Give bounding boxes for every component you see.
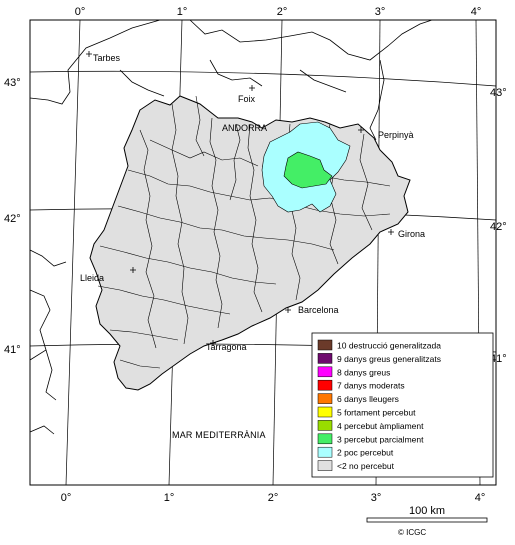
legend-swatch-5 (317, 406, 333, 418)
legend-label-2: 8 danys greus (337, 367, 390, 377)
legend-swatch-0 (317, 339, 333, 351)
lon-label-bottom-2: 2° (268, 492, 279, 504)
label-andorra: ANDORRA (222, 123, 267, 133)
foix-marker (249, 85, 255, 91)
legend-swatch-1 (317, 353, 333, 364)
legend-swatch-2 (317, 366, 333, 378)
legend-label-3: 7 danys moderats (337, 381, 405, 391)
label-tarbes: Tarbes (93, 53, 121, 63)
label-sea: MAR MEDITERRÀNIA (172, 430, 266, 440)
lat-label-right-41: 41° (490, 353, 507, 365)
label-barcelona: Barcelona (298, 305, 339, 315)
intensity-3-zone (283, 151, 333, 189)
label-perpinya: Perpinyà (378, 130, 414, 140)
label-girona: Girona (398, 229, 425, 239)
legend-swatch-4 (317, 393, 333, 404)
legend-label-0: 10 destrucció generalitzada (337, 341, 441, 351)
lon-label-bottom-3: 3° (371, 492, 382, 504)
lon-label-top-1: 1° (177, 6, 188, 18)
legend-label-8: 2 poc percebut (337, 448, 394, 458)
legend-label-5: 5 fortament percebut (337, 408, 416, 418)
lon-label-bottom-1: 1° (164, 492, 175, 504)
scale-bar-line (366, 517, 488, 523)
label-lleida: Lleida (80, 273, 104, 283)
legend-label-6: 4 percebut àmpliament (337, 421, 424, 431)
legend-swatch-6 (317, 420, 333, 431)
legend-swatch-8 (317, 446, 333, 458)
lon-label-bottom-4: 4° (475, 492, 486, 504)
barcelona-marker (285, 307, 291, 313)
legend-swatch-3 (317, 379, 333, 391)
tarragona-marker (210, 340, 216, 346)
legend-swatch-7 (317, 433, 333, 445)
perpinya-marker (358, 127, 364, 133)
label-foix: Foix (238, 94, 256, 104)
lon-label-bottom-0: 0° (61, 492, 72, 504)
lon-label-top-3: 3° (375, 6, 386, 18)
lleida-marker (130, 267, 136, 273)
legend-label-4: 6 danys lleugers (337, 394, 399, 404)
lat-label-left-42: 42° (4, 213, 21, 225)
scale-label: 100 km (409, 505, 445, 517)
legend-swatch-9 (317, 460, 333, 471)
copyright: © ICGC (398, 528, 426, 537)
lon-label-top-2: 2° (277, 6, 288, 18)
legend-label-1: 9 danys greus generalitzats (337, 354, 441, 364)
girona-marker (388, 229, 394, 235)
legend-items: 10 destrucció generalitzada 9 danys greus… (317, 339, 441, 471)
coastline (29, 19, 433, 435)
city-markers (86, 51, 394, 346)
lat-label-left-41: 41° (4, 344, 21, 356)
scale-bar: 100 km (366, 505, 488, 523)
lon-label-top-4: 4° (471, 6, 482, 18)
lon-label-top-0: 0° (75, 6, 86, 18)
tarbes-marker (86, 51, 92, 57)
lat-label-right-43: 43° (490, 87, 507, 99)
label-tarragona: Tarragona (206, 342, 247, 352)
legend-label-7: 3 percebut parcialment (337, 434, 424, 444)
lat-label-left-43: 43° (4, 77, 21, 89)
lat-label-right-42: 42° (490, 221, 507, 233)
legend-label-9: <2 no percebut (337, 461, 395, 471)
legend: 10 destrucció generalitzada 9 danys greus… (311, 332, 494, 478)
legend-box (311, 332, 494, 478)
